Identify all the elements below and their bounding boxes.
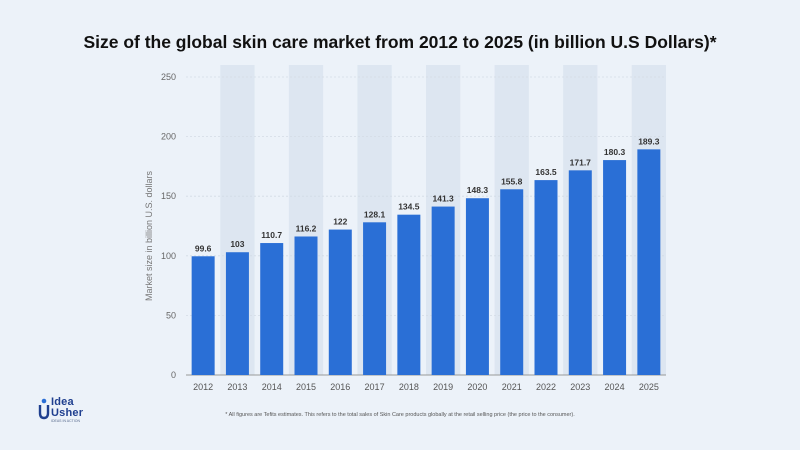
idea-usher-logo-icon [38, 398, 50, 420]
bar [500, 189, 524, 375]
x-tick-label: 2025 [639, 382, 659, 392]
bar [363, 222, 387, 375]
x-tick-label: 2019 [433, 382, 453, 392]
x-tick-label: 2021 [502, 382, 522, 392]
bar [431, 206, 455, 375]
bar [637, 149, 661, 375]
y-tick-label: 100 [161, 251, 176, 261]
bar [568, 170, 592, 375]
y-tick-label: 0 [171, 370, 176, 380]
y-tick-label: 50 [166, 310, 176, 320]
value-label: 103 [230, 239, 244, 249]
value-label: 110.7 [261, 230, 282, 240]
y-axis: 0 50 100 150 200 250 [161, 72, 176, 380]
chart-title: Size of the global skin care market from… [83, 32, 717, 52]
y-tick-label: 150 [161, 191, 176, 201]
bar [225, 252, 249, 375]
x-tick-label: 2018 [399, 382, 419, 392]
bar [294, 236, 318, 375]
logo-text-line1: Idea [51, 396, 74, 408]
x-axis: 2012 2013 2014 2015 2016 2017 2018 2019 2020 2021… [193, 382, 659, 392]
value-labels: 99.6 103 110.7 116.2 122 128.1 134.5 141.3 148.3… [195, 136, 660, 253]
footnote: * All figures are Tefits estimates. This… [225, 412, 575, 418]
value-label: 189.3 [638, 136, 660, 146]
value-label: 99.6 [195, 243, 212, 253]
bar [260, 243, 284, 375]
logo-tagline: IDEAS IN ACTION [51, 419, 80, 423]
x-tick-label: 2015 [296, 382, 316, 392]
bar [397, 214, 421, 375]
value-label: 141.3 [433, 194, 455, 204]
bar [191, 256, 215, 375]
value-label: 122 [333, 217, 347, 227]
y-tick-label: 250 [161, 72, 176, 82]
value-label: 180.3 [604, 147, 626, 157]
x-tick-label: 2022 [536, 382, 556, 392]
x-tick-label: 2013 [227, 382, 247, 392]
y-tick-label: 200 [161, 132, 176, 142]
x-tick-label: 2012 [193, 382, 213, 392]
x-tick-label: 2017 [365, 382, 385, 392]
value-label: 116.2 [296, 223, 317, 233]
bars [191, 149, 661, 375]
x-tick-label: 2024 [605, 382, 625, 392]
value-label: 155.8 [501, 176, 523, 186]
value-label: 134.5 [398, 202, 420, 212]
value-label: 163.5 [535, 167, 557, 177]
value-label: 148.3 [467, 185, 489, 195]
bar [328, 229, 352, 375]
x-tick-label: 2016 [330, 382, 350, 392]
x-tick-label: 2023 [570, 382, 590, 392]
x-tick-label: 2014 [262, 382, 282, 392]
y-axis-label: Market size in billion U.S. dollars [144, 170, 154, 301]
bar [603, 160, 627, 375]
bar [534, 180, 558, 375]
company-logo: Idea Usher IDEAS IN ACTION [38, 396, 118, 423]
value-label: 171.7 [570, 157, 592, 167]
logo-text-line2: Usher [51, 407, 84, 419]
x-tick-label: 2020 [467, 382, 487, 392]
bar [465, 198, 489, 375]
value-label: 128.1 [364, 209, 386, 219]
